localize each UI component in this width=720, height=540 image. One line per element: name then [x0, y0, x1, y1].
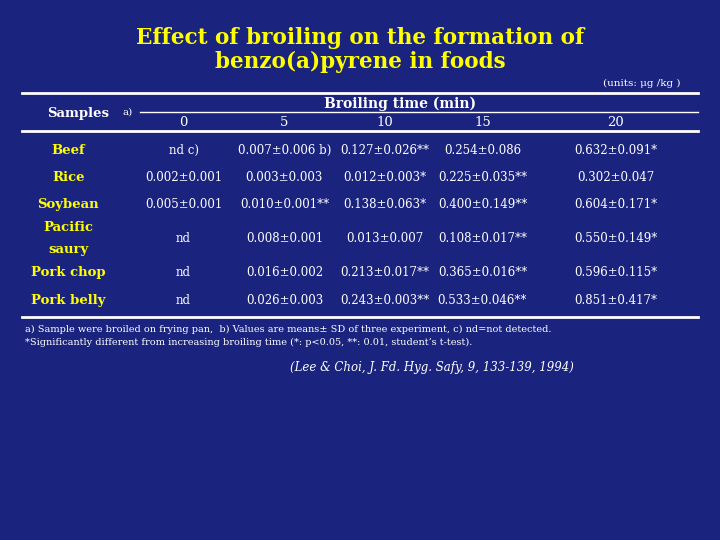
- Text: 0.008±0.001: 0.008±0.001: [246, 232, 323, 245]
- Text: Broiling time (min): Broiling time (min): [323, 97, 476, 111]
- Text: Pork chop: Pork chop: [31, 266, 106, 279]
- Text: 0.604±0.171*: 0.604±0.171*: [574, 198, 657, 211]
- Text: (units: μg /kg ): (units: μg /kg ): [603, 79, 680, 88]
- Text: 0.005±0.001: 0.005±0.001: [145, 198, 222, 211]
- Text: Effect of broiling on the formation of: Effect of broiling on the formation of: [136, 27, 584, 49]
- Text: 15: 15: [474, 116, 491, 129]
- Text: 0: 0: [179, 116, 188, 129]
- Text: Pacific: Pacific: [43, 221, 94, 234]
- Text: 0.003±0.003: 0.003±0.003: [246, 171, 323, 184]
- Text: nd: nd: [176, 232, 191, 245]
- Text: 0.533±0.046**: 0.533±0.046**: [438, 294, 527, 307]
- Text: 5: 5: [280, 116, 289, 129]
- Text: 0.596±0.115*: 0.596±0.115*: [574, 266, 657, 279]
- Text: 10: 10: [377, 116, 394, 129]
- Text: 0.010±0.001**: 0.010±0.001**: [240, 198, 329, 211]
- Text: nd: nd: [176, 294, 191, 307]
- Text: 0.550±0.149*: 0.550±0.149*: [574, 232, 657, 245]
- Text: Pork belly: Pork belly: [31, 294, 106, 307]
- Text: 0.302±0.047: 0.302±0.047: [577, 171, 654, 184]
- Text: Soybean: Soybean: [37, 198, 99, 211]
- Text: 0.007±0.006 b): 0.007±0.006 b): [238, 144, 331, 157]
- Text: 0.012±0.003*: 0.012±0.003*: [343, 171, 427, 184]
- Text: a) Sample were broiled on frying pan,  b) Values are means± SD of three experime: a) Sample were broiled on frying pan, b)…: [25, 325, 552, 334]
- Text: 0.108±0.017**: 0.108±0.017**: [438, 232, 527, 245]
- Text: 0.365±0.016**: 0.365±0.016**: [438, 266, 527, 279]
- Text: 0.400±0.149**: 0.400±0.149**: [438, 198, 527, 211]
- Text: 0.851±0.417*: 0.851±0.417*: [574, 294, 657, 307]
- Text: a): a): [122, 107, 132, 116]
- Text: nd c): nd c): [168, 144, 199, 157]
- Text: benzo(a)pyrene in foods: benzo(a)pyrene in foods: [215, 51, 505, 73]
- Text: 20: 20: [607, 116, 624, 129]
- Text: (Lee & Choi, J. Fd. Hyg. Safy, 9, 133-139, 1994): (Lee & Choi, J. Fd. Hyg. Safy, 9, 133-13…: [290, 361, 574, 374]
- Text: nd: nd: [176, 266, 191, 279]
- Text: 0.127±0.026**: 0.127±0.026**: [341, 144, 430, 157]
- Text: 0.213±0.017**: 0.213±0.017**: [341, 266, 430, 279]
- Text: 0.013±0.007: 0.013±0.007: [346, 232, 424, 245]
- Text: 0.225±0.035**: 0.225±0.035**: [438, 171, 527, 184]
- Text: Rice: Rice: [52, 171, 85, 184]
- Text: *Significantly different from increasing broiling time (*: p<0.05, **: 0.01, stu: *Significantly different from increasing…: [25, 339, 472, 347]
- Text: 0.002±0.001: 0.002±0.001: [145, 171, 222, 184]
- Text: 0.026±0.003: 0.026±0.003: [246, 294, 323, 307]
- Text: 0.016±0.002: 0.016±0.002: [246, 266, 323, 279]
- Text: 0.632±0.091*: 0.632±0.091*: [574, 144, 657, 157]
- Text: 0.254±0.086: 0.254±0.086: [444, 144, 521, 157]
- Text: Samples: Samples: [47, 107, 109, 120]
- Text: saury: saury: [48, 243, 89, 256]
- Text: 0.138±0.063*: 0.138±0.063*: [343, 198, 427, 211]
- Text: 0.243±0.003**: 0.243±0.003**: [341, 294, 430, 307]
- Text: Beef: Beef: [52, 144, 85, 157]
